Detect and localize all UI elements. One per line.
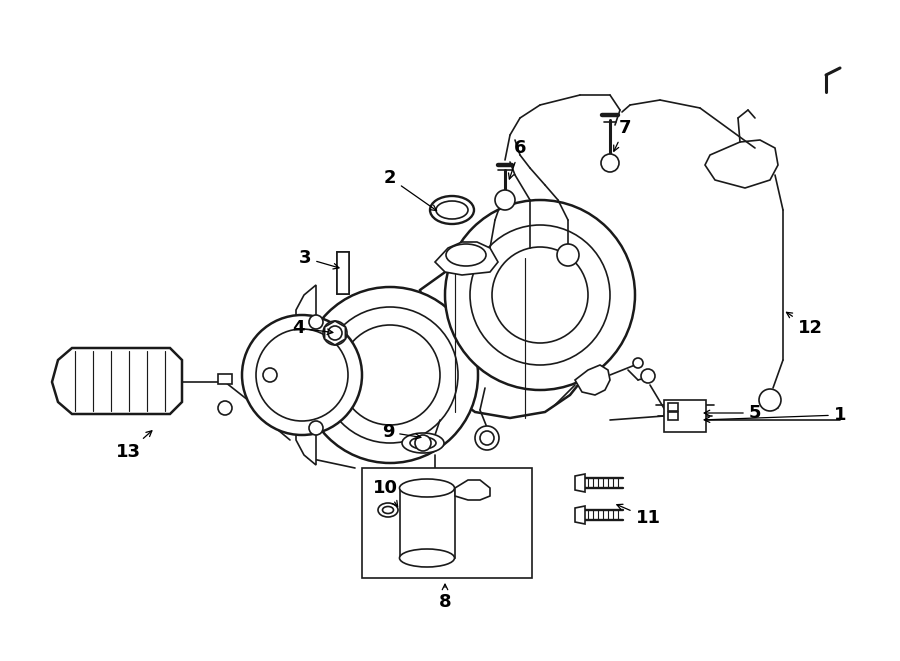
Circle shape — [242, 315, 362, 435]
Circle shape — [309, 315, 323, 329]
Text: 11: 11 — [616, 504, 661, 527]
Ellipse shape — [400, 549, 454, 567]
Circle shape — [557, 244, 579, 266]
Text: 9: 9 — [382, 423, 421, 441]
Circle shape — [759, 389, 781, 411]
Circle shape — [415, 435, 431, 451]
Polygon shape — [575, 365, 610, 395]
Polygon shape — [400, 488, 455, 558]
Circle shape — [323, 321, 347, 345]
Circle shape — [218, 401, 232, 415]
Polygon shape — [420, 255, 600, 418]
Text: 1: 1 — [704, 406, 846, 424]
Text: 3: 3 — [299, 249, 339, 269]
Polygon shape — [575, 474, 585, 492]
Bar — [664, 400, 706, 432]
Text: 5: 5 — [704, 404, 761, 422]
Circle shape — [263, 368, 277, 382]
Polygon shape — [575, 506, 585, 524]
Circle shape — [495, 190, 515, 210]
Ellipse shape — [402, 433, 444, 453]
Text: 2: 2 — [383, 169, 436, 211]
Text: 7: 7 — [614, 119, 631, 151]
Circle shape — [328, 326, 342, 340]
Text: 4: 4 — [292, 319, 333, 337]
Polygon shape — [296, 285, 316, 465]
Polygon shape — [435, 242, 498, 275]
Polygon shape — [325, 321, 346, 345]
Polygon shape — [455, 480, 490, 500]
Bar — [668, 403, 678, 411]
Ellipse shape — [400, 479, 454, 497]
Text: 12: 12 — [787, 312, 823, 337]
Circle shape — [633, 358, 643, 368]
Text: 13: 13 — [115, 431, 152, 461]
Bar — [362, 468, 532, 578]
Text: 10: 10 — [373, 479, 398, 506]
Polygon shape — [705, 140, 778, 188]
Ellipse shape — [430, 196, 474, 224]
Bar — [337, 252, 349, 294]
Text: 8: 8 — [438, 584, 451, 611]
Circle shape — [302, 287, 478, 463]
Circle shape — [445, 200, 635, 390]
Polygon shape — [52, 348, 182, 414]
Text: 6: 6 — [508, 139, 526, 179]
Circle shape — [309, 421, 323, 435]
Circle shape — [480, 431, 494, 445]
Circle shape — [601, 154, 619, 172]
Circle shape — [641, 369, 655, 383]
Bar — [218, 374, 232, 384]
Ellipse shape — [378, 503, 398, 517]
Circle shape — [475, 426, 499, 450]
Bar — [668, 412, 678, 420]
